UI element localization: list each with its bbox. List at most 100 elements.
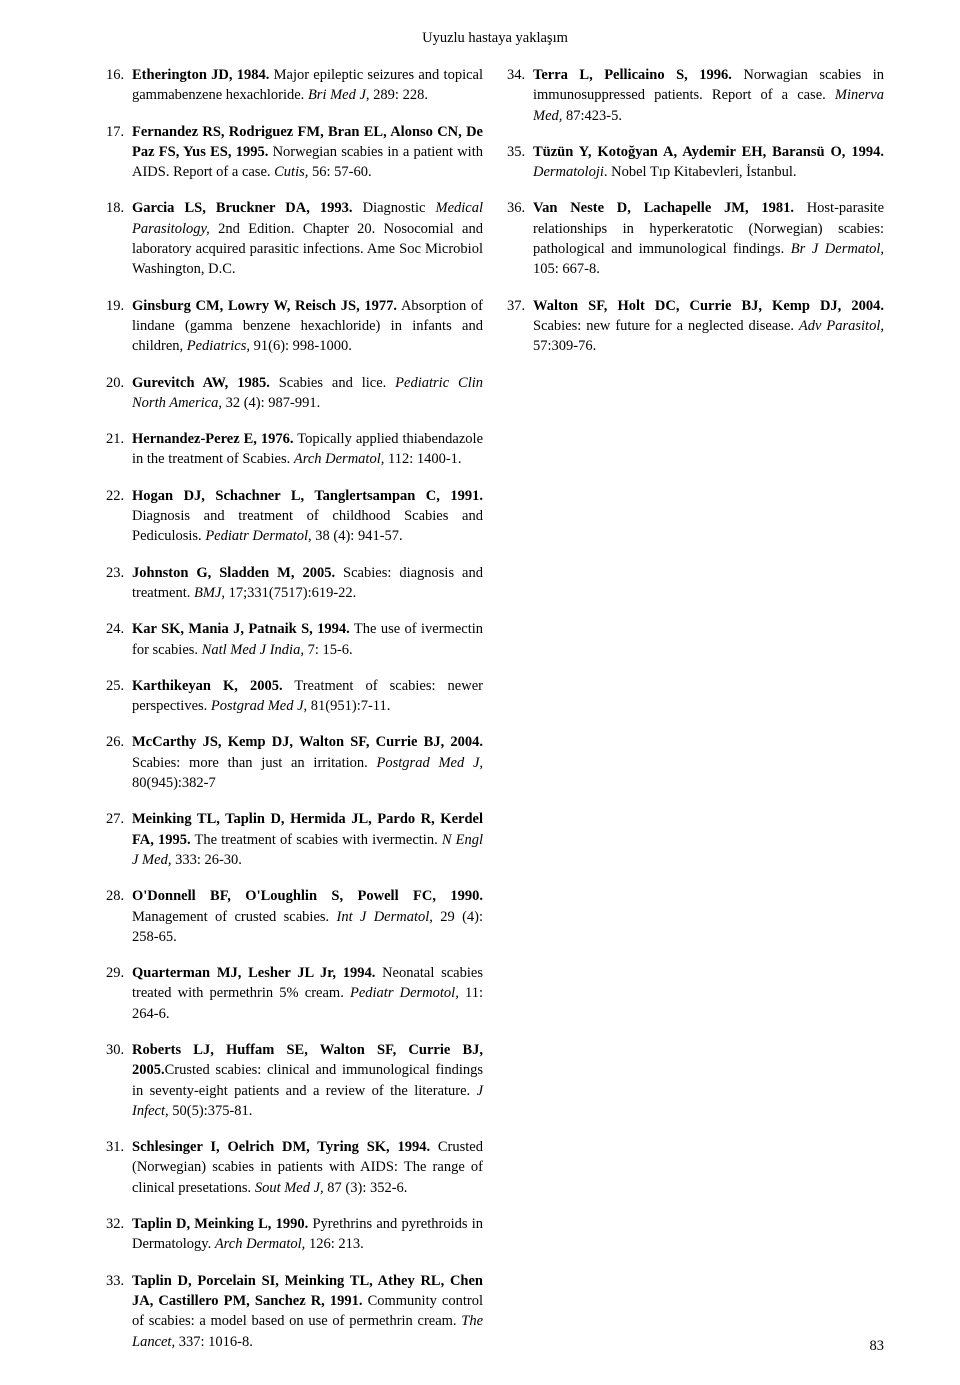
reference-item: 16.Etherington JD, 1984. Major epileptic… bbox=[106, 65, 483, 106]
reference-number: 34. bbox=[507, 65, 533, 126]
page-header-title: Uyuzlu hastaya yaklaşım bbox=[106, 30, 884, 47]
reference-body: Hogan DJ, Schachner L, Tanglertsampan C,… bbox=[132, 486, 483, 547]
reference-item: 23.Johnston G, Sladden M, 2005. Scabies:… bbox=[106, 563, 483, 604]
reference-journal: BMJ bbox=[194, 585, 221, 601]
reference-rest: 91(6): 998-1000. bbox=[250, 338, 352, 354]
reference-authors: Van Neste D, Lachapelle JM, 1981. bbox=[533, 200, 794, 216]
reference-authors: Ginsburg CM, Lowry W, Reisch JS, 1977. bbox=[132, 298, 397, 314]
reference-rest: 333: 26-30. bbox=[171, 852, 241, 868]
reference-rest: 105: 667-8. bbox=[533, 261, 600, 277]
reference-number: 20. bbox=[106, 373, 132, 414]
reference-text: Diagnostic bbox=[353, 200, 436, 216]
reference-journal: Br J Dermatol, bbox=[791, 241, 884, 257]
reference-authors: Hogan DJ, Schachner L, Tanglertsampan C,… bbox=[132, 488, 483, 504]
reference-authors: Tüzün Y, Kotoğyan A, Aydemir EH, Baransü… bbox=[533, 144, 884, 160]
reference-rest: 57:309-76. bbox=[533, 338, 596, 354]
reference-body: Johnston G, Sladden M, 2005. Scabies: di… bbox=[132, 563, 483, 604]
reference-rest: 56: 57-60. bbox=[308, 164, 371, 180]
reference-authors: McCarthy JS, Kemp DJ, Walton SF, Currie … bbox=[132, 734, 483, 750]
reference-authors: O'Donnell BF, O'Loughlin S, Powell FC, 1… bbox=[132, 888, 483, 904]
reference-journal: Postgrad Med J, bbox=[377, 755, 483, 771]
reference-item: 33.Taplin D, Porcelain SI, Meinking TL, … bbox=[106, 1271, 483, 1352]
reference-journal: Arch Dermatol, bbox=[294, 451, 384, 467]
reference-journal: Pediatrics, bbox=[187, 338, 250, 354]
reference-body: Fernandez RS, Rodriguez FM, Bran EL, Alo… bbox=[132, 122, 483, 183]
reference-text: Scabies and lice. bbox=[270, 375, 395, 391]
reference-number: 23. bbox=[106, 563, 132, 604]
reference-number: 32. bbox=[106, 1214, 132, 1255]
reference-item: 20.Gurevitch AW, 1985. Scabies and lice.… bbox=[106, 373, 483, 414]
reference-item: 30.Roberts LJ, Huffam SE, Walton SF, Cur… bbox=[106, 1040, 483, 1121]
reference-authors: Etherington JD, 1984. bbox=[132, 67, 269, 83]
reference-body: Ginsburg CM, Lowry W, Reisch JS, 1977. A… bbox=[132, 296, 483, 357]
reference-item: 27.Meinking TL, Taplin D, Hermida JL, Pa… bbox=[106, 809, 483, 870]
reference-body: Taplin D, Meinking L, 1990. Pyrethrins a… bbox=[132, 1214, 483, 1255]
reference-body: Kar SK, Mania J, Patnaik S, 1994. The us… bbox=[132, 619, 483, 660]
reference-rest: 32 (4): 987-991. bbox=[222, 395, 320, 411]
reference-body: Terra L, Pellicaino S, 1996. Norwagian s… bbox=[533, 65, 884, 126]
reference-authors: Hernandez-Perez E, 1976. bbox=[132, 431, 294, 447]
reference-authors: Quarterman MJ, Lesher JL Jr, 1994. bbox=[132, 965, 375, 981]
reference-number: 26. bbox=[106, 732, 132, 793]
reference-rest: 7: 15-6. bbox=[304, 642, 353, 658]
reference-body: Gurevitch AW, 1985. Scabies and lice. Pe… bbox=[132, 373, 483, 414]
reference-body: Roberts LJ, Huffam SE, Walton SF, Currie… bbox=[132, 1040, 483, 1121]
reference-body: Quarterman MJ, Lesher JL Jr, 1994. Neona… bbox=[132, 963, 483, 1024]
reference-authors: Karthikeyan K, 2005. bbox=[132, 678, 283, 694]
reference-body: McCarthy JS, Kemp DJ, Walton SF, Currie … bbox=[132, 732, 483, 793]
reference-body: Karthikeyan K, 2005. Treatment of scabie… bbox=[132, 676, 483, 717]
reference-body: Etherington JD, 1984. Major epileptic se… bbox=[132, 65, 483, 106]
reference-rest: 112: 1400-1. bbox=[384, 451, 461, 467]
reference-item: 19.Ginsburg CM, Lowry W, Reisch JS, 1977… bbox=[106, 296, 483, 357]
reference-authors: Taplin D, Meinking L, 1990. bbox=[132, 1216, 308, 1232]
reference-body: O'Donnell BF, O'Loughlin S, Powell FC, 1… bbox=[132, 886, 483, 947]
reference-item: 31.Schlesinger I, Oelrich DM, Tyring SK,… bbox=[106, 1137, 483, 1198]
reference-body: Taplin D, Porcelain SI, Meinking TL, Ath… bbox=[132, 1271, 483, 1352]
reference-journal: Arch Dermatol, bbox=[215, 1236, 305, 1252]
reference-journal: Pediatr Dermatol, bbox=[205, 528, 311, 544]
reference-item: 18.Garcia LS, Bruckner DA, 1993. Diagnos… bbox=[106, 198, 483, 279]
reference-item: 32.Taplin D, Meinking L, 1990. Pyrethrin… bbox=[106, 1214, 483, 1255]
reference-body: Tüzün Y, Kotoğyan A, Aydemir EH, Baransü… bbox=[533, 142, 884, 183]
reference-journal: Postgrad Med J bbox=[211, 698, 304, 714]
reference-rest: , 17;331(7517):619-22. bbox=[221, 585, 356, 601]
reference-journal: Dermatoloji bbox=[533, 164, 604, 180]
reference-number: 29. bbox=[106, 963, 132, 1024]
reference-rest: . Nobel Tıp Kitabevleri, İstanbul. bbox=[604, 164, 797, 180]
reference-text: Scabies: new future for a neglected dise… bbox=[533, 318, 799, 334]
reference-text: Crusted scabies: clinical and immunologi… bbox=[132, 1062, 483, 1098]
reference-item: 34.Terra L, Pellicaino S, 1996. Norwagia… bbox=[507, 65, 884, 126]
reference-text: Scabies: more than just an irritation. bbox=[132, 755, 377, 771]
reference-authors: Johnston G, Sladden M, 2005. bbox=[132, 565, 335, 581]
reference-body: Garcia LS, Bruckner DA, 1993. Diagnostic… bbox=[132, 198, 483, 279]
left-column: 16.Etherington JD, 1984. Major epileptic… bbox=[106, 65, 483, 1368]
reference-number: 24. bbox=[106, 619, 132, 660]
reference-number: 31. bbox=[106, 1137, 132, 1198]
reference-body: Hernandez-Perez E, 1976. Topically appli… bbox=[132, 429, 483, 470]
reference-text: The treatment of scabies with ivermectin… bbox=[191, 832, 442, 848]
reference-number: 33. bbox=[106, 1271, 132, 1352]
reference-journal: Int J Dermatol, bbox=[336, 909, 432, 925]
reference-number: 35. bbox=[507, 142, 533, 183]
reference-item: 17.Fernandez RS, Rodriguez FM, Bran EL, … bbox=[106, 122, 483, 183]
reference-rest: , 81(951):7-11. bbox=[304, 698, 391, 714]
reference-rest: , 289: 228. bbox=[366, 87, 428, 103]
reference-item: 24.Kar SK, Mania J, Patnaik S, 1994. The… bbox=[106, 619, 483, 660]
reference-number: 21. bbox=[106, 429, 132, 470]
reference-authors: Terra L, Pellicaino S, 1996. bbox=[533, 67, 732, 83]
reference-body: Meinking TL, Taplin D, Hermida JL, Pardo… bbox=[132, 809, 483, 870]
reference-rest: 80(945):382-7 bbox=[132, 775, 216, 791]
reference-item: 29.Quarterman MJ, Lesher JL Jr, 1994. Ne… bbox=[106, 963, 483, 1024]
reference-number: 25. bbox=[106, 676, 132, 717]
reference-item: 21.Hernandez-Perez E, 1976. Topically ap… bbox=[106, 429, 483, 470]
reference-journal: Natl Med J India, bbox=[202, 642, 304, 658]
reference-item: 26.McCarthy JS, Kemp DJ, Walton SF, Curr… bbox=[106, 732, 483, 793]
reference-rest: 126: 213. bbox=[305, 1236, 363, 1252]
reference-item: 28.O'Donnell BF, O'Loughlin S, Powell FC… bbox=[106, 886, 483, 947]
reference-text: Management of crusted scabies. bbox=[132, 909, 336, 925]
reference-rest: 50(5):375-81. bbox=[169, 1103, 253, 1119]
reference-item: 22.Hogan DJ, Schachner L, Tanglertsampan… bbox=[106, 486, 483, 547]
reference-journal: Sout Med J, bbox=[255, 1180, 324, 1196]
reference-rest: 87 (3): 352-6. bbox=[324, 1180, 408, 1196]
reference-rest: 38 (4): 941-57. bbox=[312, 528, 403, 544]
